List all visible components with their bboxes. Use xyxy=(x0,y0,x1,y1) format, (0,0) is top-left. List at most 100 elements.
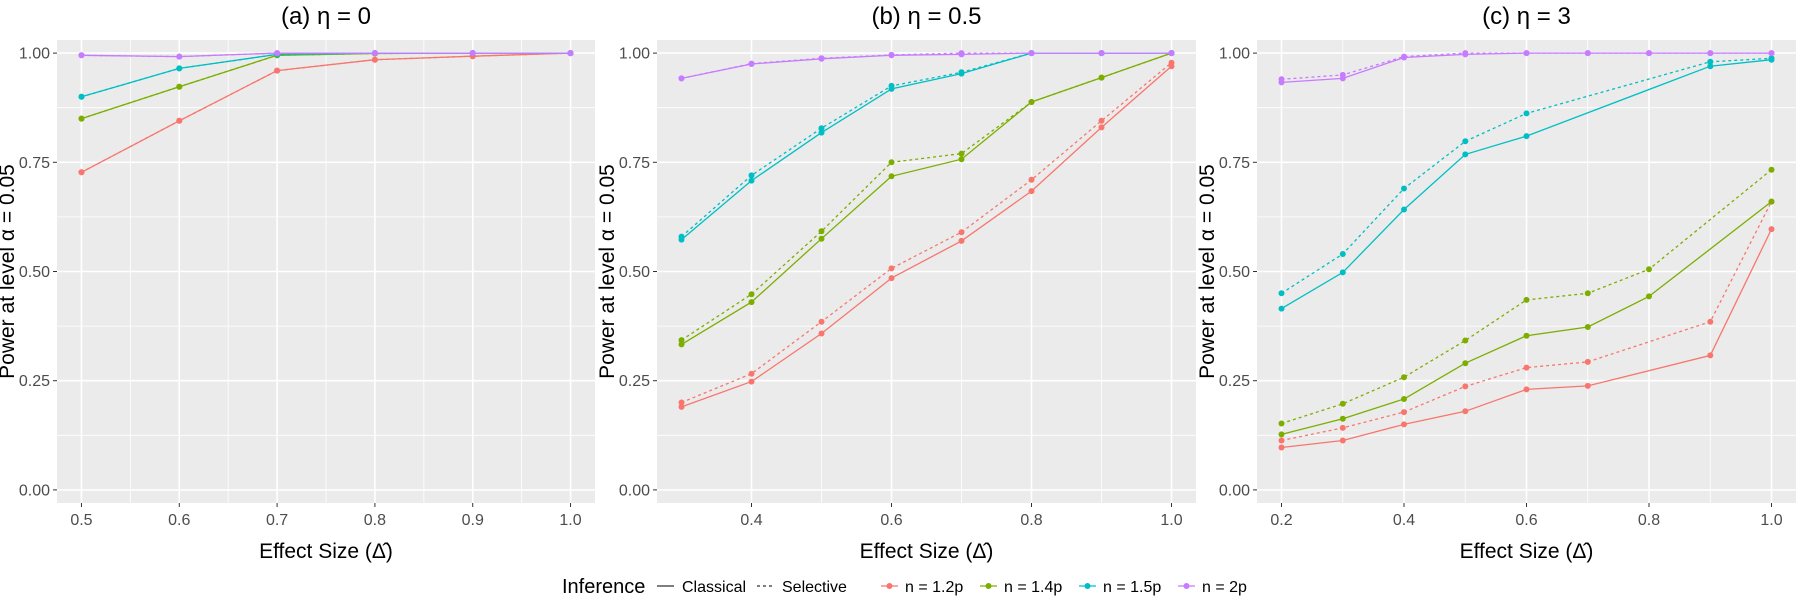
data-point xyxy=(1523,133,1530,140)
data-point xyxy=(888,275,895,282)
series-line-5 xyxy=(681,52,1172,238)
data-point xyxy=(1523,386,1530,393)
data-point xyxy=(274,50,281,57)
data-point xyxy=(958,237,965,244)
data-point xyxy=(1168,59,1175,66)
data-point xyxy=(1278,437,1285,444)
y-tick-label: 0.75 xyxy=(19,155,50,172)
series-line-1 xyxy=(1281,201,1773,442)
data-point xyxy=(1768,50,1775,57)
data-point xyxy=(371,50,378,57)
data-point xyxy=(1098,124,1105,131)
data-point xyxy=(1462,337,1469,344)
chart-panel-1: 0.00 0.25 0.50 0.75 1.00 0.5 0.6 0.7 0.8 0.9 1.0 (a… xyxy=(0,3,595,563)
data-point xyxy=(748,299,755,306)
x-axis-title: Effect Size (Δ̂) xyxy=(1460,540,1594,563)
legend-key-point xyxy=(886,583,893,589)
legend-label: Selective xyxy=(782,579,847,596)
data-point xyxy=(567,50,574,57)
data-point xyxy=(1401,396,1407,402)
data-point xyxy=(1278,76,1285,83)
data-point xyxy=(1401,206,1407,213)
y-tick-label: 0.00 xyxy=(1219,482,1250,499)
data-point xyxy=(818,318,825,325)
y-tick-label: 0.25 xyxy=(619,373,650,390)
data-point xyxy=(1462,138,1469,145)
legend-key-point xyxy=(985,583,992,589)
y-axis-title: Power at level α = 0.05 xyxy=(596,164,619,379)
legend-title: Inference xyxy=(562,576,645,598)
data-point xyxy=(818,129,825,136)
data-point xyxy=(1401,409,1407,416)
data-point xyxy=(1584,290,1591,297)
y-tick-label: 1.00 xyxy=(619,46,650,63)
data-point xyxy=(1584,382,1591,389)
series-line-0 xyxy=(1281,228,1773,449)
x-tick-label: 0.8 xyxy=(1638,512,1660,529)
legend-label: n = 2p xyxy=(1202,579,1247,596)
data-point xyxy=(1401,374,1407,381)
series-line-6 xyxy=(81,52,571,58)
data-point xyxy=(176,117,183,124)
data-point xyxy=(888,159,895,166)
data-point xyxy=(274,67,281,74)
data-point xyxy=(818,330,825,337)
data-point xyxy=(1339,437,1346,444)
series-line-3 xyxy=(1281,169,1772,425)
chart-panel-3: 0.00 0.25 0.50 0.75 1.00 0.2 0.4 0.6 0.8 1.0 (c) η… xyxy=(1196,3,1796,563)
data-point xyxy=(1028,99,1035,105)
data-point xyxy=(1278,431,1285,438)
data-point xyxy=(818,235,825,242)
data-point xyxy=(1278,444,1285,451)
y-tick-label: 0.50 xyxy=(619,264,650,281)
series-line-2 xyxy=(1281,201,1772,436)
data-point xyxy=(678,233,685,240)
data-point xyxy=(1768,198,1775,205)
y-tick-label: 1.00 xyxy=(19,46,50,63)
data-point xyxy=(1707,50,1714,57)
data-point xyxy=(371,56,378,63)
x-tick-label: 0.4 xyxy=(740,512,762,529)
x-tick-label: 0.2 xyxy=(1270,512,1292,529)
data-point xyxy=(748,378,755,385)
data-point xyxy=(1768,55,1775,62)
data-point xyxy=(958,69,965,76)
data-point xyxy=(888,82,895,89)
y-tick-label: 0.00 xyxy=(619,482,650,499)
data-point xyxy=(818,55,825,62)
data-point xyxy=(678,341,685,348)
data-point xyxy=(1401,185,1407,192)
data-point xyxy=(1278,290,1285,297)
legend-label: Classical xyxy=(682,579,746,596)
data-point xyxy=(678,337,685,344)
y-tick-label: 0.00 xyxy=(19,482,50,499)
series-line-0 xyxy=(681,65,1172,408)
y-axis-title: Power at level α = 0.05 xyxy=(0,164,19,379)
data-point xyxy=(1646,266,1652,273)
data-point xyxy=(1523,364,1530,371)
data-point xyxy=(888,265,895,272)
data-point xyxy=(1707,63,1714,70)
x-tick-label: 1.0 xyxy=(1760,512,1782,529)
data-point xyxy=(748,291,755,298)
y-tick-label: 0.75 xyxy=(619,155,650,172)
data-point xyxy=(1339,415,1346,422)
x-tick-label: 0.7 xyxy=(266,512,288,529)
data-point xyxy=(1098,117,1105,124)
x-tick-label: 0.5 xyxy=(70,512,92,529)
data-point xyxy=(1278,420,1285,427)
x-tick-label: 1.0 xyxy=(1160,512,1182,529)
y-tick-label: 1.00 xyxy=(1219,46,1250,63)
data-point xyxy=(1339,251,1346,257)
data-point xyxy=(1098,50,1105,57)
data-point xyxy=(748,177,755,184)
legend-key-point xyxy=(1183,583,1190,589)
data-point xyxy=(1462,50,1469,57)
data-point xyxy=(958,50,965,57)
data-point xyxy=(1584,50,1591,57)
data-point xyxy=(78,115,85,122)
series-line-1 xyxy=(81,52,571,173)
legend-label: n = 1.2p xyxy=(905,579,963,596)
data-point xyxy=(176,53,183,60)
data-point xyxy=(1523,332,1530,339)
